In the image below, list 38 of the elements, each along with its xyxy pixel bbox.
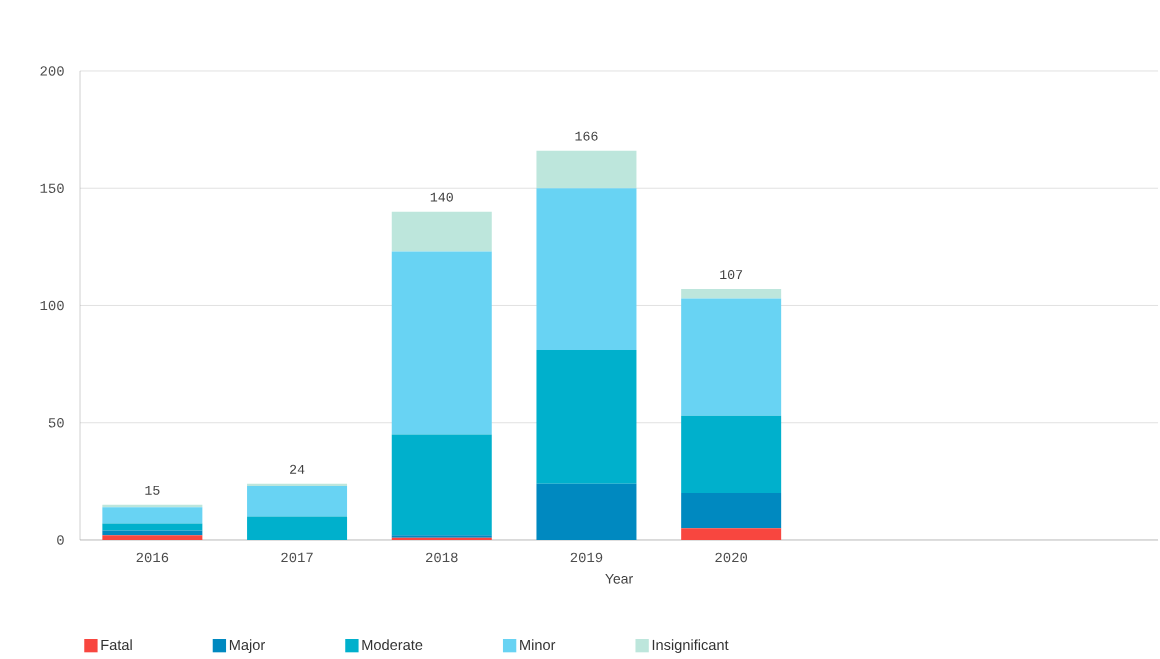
bar xyxy=(681,289,782,299)
bar xyxy=(681,415,782,494)
bar xyxy=(102,507,203,524)
bar xyxy=(391,211,492,252)
bar xyxy=(391,251,492,435)
x-tick-label: 2019 xyxy=(570,552,603,563)
legend-label: Major xyxy=(229,639,265,653)
total-label: 24 xyxy=(290,464,305,474)
bar xyxy=(247,486,348,517)
y-tick-label: 100 xyxy=(40,300,64,311)
bar xyxy=(681,528,782,540)
bar xyxy=(536,150,637,189)
bar xyxy=(102,523,203,531)
bar xyxy=(536,483,637,540)
bar xyxy=(681,493,782,529)
bar xyxy=(536,188,637,351)
x-tick-label: 2020 xyxy=(715,552,748,563)
total-label: 166 xyxy=(575,131,598,141)
total-label: 107 xyxy=(720,270,743,280)
x-tick-label: 2017 xyxy=(281,552,313,563)
legend-label: Moderate xyxy=(362,639,423,651)
total-label: 140 xyxy=(430,192,453,202)
y-tick-label: 0 xyxy=(57,535,64,545)
total-label: 15 xyxy=(145,485,160,495)
bar xyxy=(391,434,492,536)
x-tick-label: 2016 xyxy=(136,552,169,563)
y-tick-label: 150 xyxy=(40,183,64,193)
bar xyxy=(681,298,782,416)
bar xyxy=(102,535,203,540)
x-tick-label: 2018 xyxy=(426,552,458,563)
y-tick-label: 200 xyxy=(40,66,64,76)
bar xyxy=(247,516,348,540)
bar xyxy=(536,350,637,484)
legend-label: Minor xyxy=(520,639,556,651)
legend-label: Insignificant xyxy=(652,639,729,653)
x-axis-title: Year xyxy=(605,573,633,584)
legend-label: Fatal xyxy=(101,639,132,651)
y-tick-label: 50 xyxy=(48,418,64,428)
